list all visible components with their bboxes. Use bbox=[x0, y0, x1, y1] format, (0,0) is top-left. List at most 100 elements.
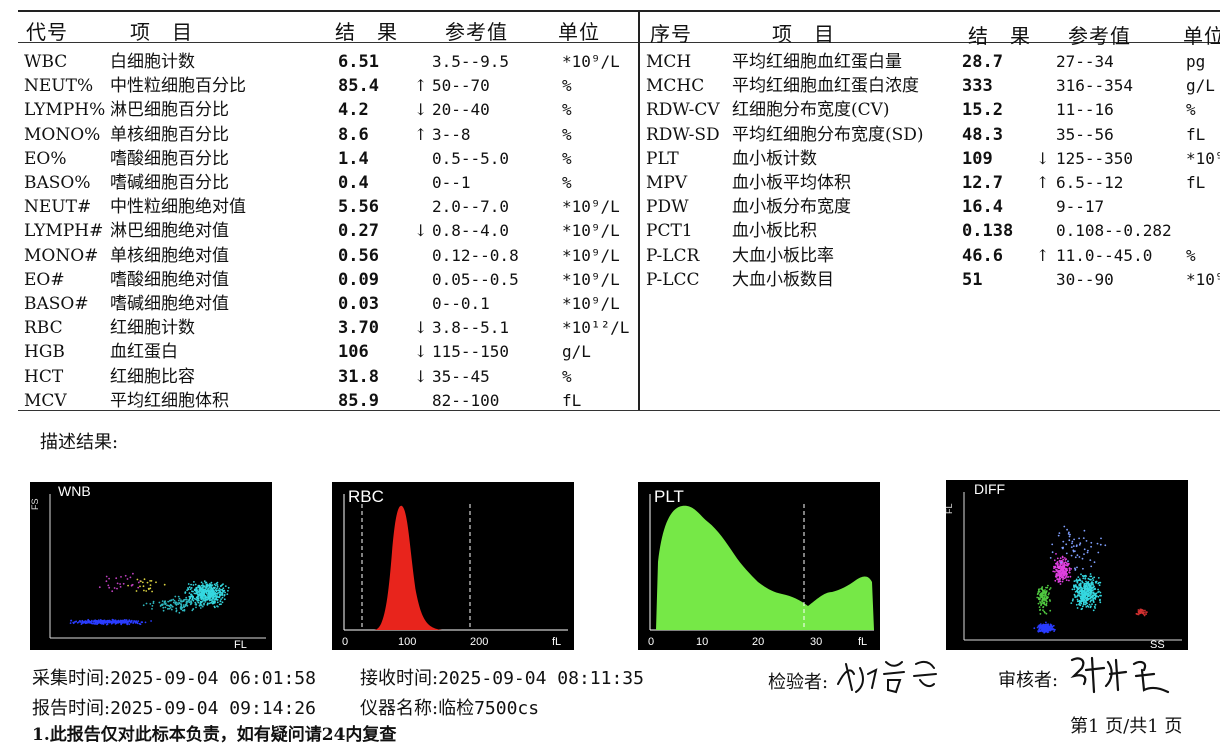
cell-result: 5.56 bbox=[338, 197, 379, 218]
wnb-main-cluster bbox=[184, 580, 230, 609]
cell-item: 红细胞比容 bbox=[110, 366, 195, 387]
cell-ref: 2.0--7.0 bbox=[432, 197, 510, 217]
wnb-x-label: FL bbox=[234, 639, 247, 650]
reviewer-signature bbox=[1070, 656, 1170, 694]
receive-time: 2025-09-04 08:11:35 bbox=[438, 668, 644, 689]
cell-code: RDW-CV bbox=[646, 100, 720, 121]
cell-item: 平均红细胞血红蛋白浓度 bbox=[732, 76, 919, 97]
cell-code: HGB bbox=[24, 342, 65, 363]
cell-result: 0.27 bbox=[338, 221, 379, 242]
cell-result: 31.8 bbox=[338, 366, 379, 387]
collect-time: 2025-09-04 06:01:58 bbox=[110, 668, 316, 689]
cell-unit: % bbox=[562, 148, 572, 168]
cell-item: 单核细胞百分比 bbox=[110, 124, 229, 145]
cell-result: 6.51 bbox=[338, 52, 379, 72]
reviewer-label: 审核者: bbox=[998, 670, 1059, 691]
wnb-spread-cluster bbox=[142, 595, 219, 614]
cell-item: 血小板比积 bbox=[732, 221, 817, 242]
cell-result: 333 bbox=[962, 76, 993, 97]
cell-unit: % bbox=[562, 366, 572, 386]
cell-result: 0.138 bbox=[962, 221, 1014, 242]
cell-result: 8.6 bbox=[338, 124, 369, 145]
cell-code: PCT1 bbox=[646, 221, 693, 242]
instrument-line: 仪器名称:临检7500cs bbox=[360, 694, 539, 720]
cell-item: 大血小板数目 bbox=[732, 269, 834, 290]
cell-ref: 11.0--45.0 bbox=[1056, 245, 1153, 265]
cell-item: 红细胞计数 bbox=[110, 318, 195, 339]
cell-unit: % bbox=[562, 100, 572, 120]
receive-label: 接收时间: bbox=[360, 668, 439, 689]
cell-flag: ↓ bbox=[414, 221, 428, 241]
cell-code: LYMPH% bbox=[24, 100, 106, 121]
cell-result: 15.2 bbox=[962, 100, 1003, 121]
rbc-histogram: RBC 0 100 200 fL bbox=[342, 487, 568, 648]
cell-code: RBC bbox=[24, 318, 63, 339]
cell-flag: ↑ bbox=[414, 124, 428, 144]
cell-ref: 11--16 bbox=[1056, 100, 1114, 120]
plt-unit: fL bbox=[858, 636, 867, 648]
cell-result: 4.2 bbox=[338, 100, 369, 121]
cell-unit: % bbox=[562, 124, 572, 144]
cell-code: EO% bbox=[24, 148, 67, 169]
cell-unit: *10⁹ bbox=[1186, 148, 1220, 168]
right-header-ref: 参考值 bbox=[1068, 24, 1131, 48]
cell-code: NEUT# bbox=[24, 197, 92, 218]
cell-unit: fL bbox=[1186, 173, 1206, 192]
right-header-unit: 单位 bbox=[1183, 24, 1220, 48]
cell-result: 109 bbox=[962, 148, 993, 169]
left-header-ref: 参考值 bbox=[445, 20, 508, 44]
cell-code: EO# bbox=[24, 269, 65, 290]
instrument-label: 仪器名称: bbox=[360, 698, 439, 719]
cell-ref: 27--34 bbox=[1056, 52, 1114, 71]
diff-lymph-cluster bbox=[1033, 621, 1056, 634]
cell-ref: 0.05--0.5 bbox=[432, 269, 519, 289]
cell-item: 中性粒细胞绝对值 bbox=[110, 197, 246, 218]
cell-item: 嗜酸细胞绝对值 bbox=[110, 269, 229, 290]
cell-ref: 0.12--0.8 bbox=[432, 245, 519, 265]
rbc-title: RBC bbox=[348, 487, 384, 506]
report-label: 报告时间: bbox=[32, 698, 111, 719]
cell-unit: % bbox=[562, 173, 572, 192]
cell-unit: fL bbox=[562, 390, 582, 410]
cell-ref: 30--90 bbox=[1056, 269, 1114, 289]
cell-item: 血红蛋白 bbox=[110, 342, 178, 363]
cell-unit: g/L bbox=[1186, 76, 1215, 96]
cell-code: MCH bbox=[646, 52, 692, 72]
cell-result: 28.7 bbox=[962, 52, 1003, 72]
cell-item: 单核细胞绝对值 bbox=[110, 245, 229, 266]
cell-item: 血小板计数 bbox=[732, 148, 817, 169]
cell-code: MPV bbox=[646, 173, 688, 193]
top-border bbox=[18, 10, 1220, 12]
plt-curve bbox=[656, 505, 874, 630]
cell-result: 0.4 bbox=[338, 173, 369, 193]
description-label: 描述结果: bbox=[40, 432, 119, 453]
left-header-item: 项 目 bbox=[130, 20, 193, 44]
wnb-title: WNB bbox=[58, 483, 91, 499]
cell-item: 血小板分布宽度 bbox=[732, 197, 851, 218]
cell-code: BASO% bbox=[24, 173, 91, 193]
collect-time-line: 采集时间:2025-09-04 06:01:58 bbox=[32, 664, 316, 690]
cell-result: 85.4 bbox=[338, 76, 379, 97]
cell-flag: ↓ bbox=[414, 342, 428, 362]
diff-scatter-plot: DIFF FL SS bbox=[946, 481, 1182, 650]
cell-unit: *10⁹/L bbox=[562, 294, 620, 313]
plt-tick-10: 10 bbox=[696, 636, 708, 648]
right-header-result: 结 果 bbox=[968, 24, 1031, 48]
cell-code: MCV bbox=[24, 390, 67, 411]
cell-unit: g/L bbox=[562, 342, 591, 362]
cell-result: 48.3 bbox=[962, 124, 1003, 145]
cell-result: 106 bbox=[338, 342, 369, 363]
column-divider bbox=[638, 10, 640, 410]
cell-flag: ↑ bbox=[1036, 245, 1050, 265]
left-header-unit: 单位 bbox=[558, 20, 600, 44]
wnb-y-label: FS bbox=[30, 498, 40, 510]
rbc-histogram-panel: RBC 0 100 200 fL bbox=[332, 482, 574, 650]
cell-unit: % bbox=[1186, 100, 1196, 120]
cell-unit: *10¹²/L bbox=[562, 318, 630, 338]
report-note: 1.此报告仅对此标本负责，如有疑问请24内复查 bbox=[32, 725, 397, 745]
rbc-tick-0: 0 bbox=[342, 636, 348, 648]
cell-flag: ↓ bbox=[1036, 148, 1050, 168]
cell-ref: 35--45 bbox=[432, 366, 490, 386]
cell-unit: *10⁹/L bbox=[562, 197, 620, 217]
diff-sparse-dots bbox=[1049, 525, 1107, 571]
